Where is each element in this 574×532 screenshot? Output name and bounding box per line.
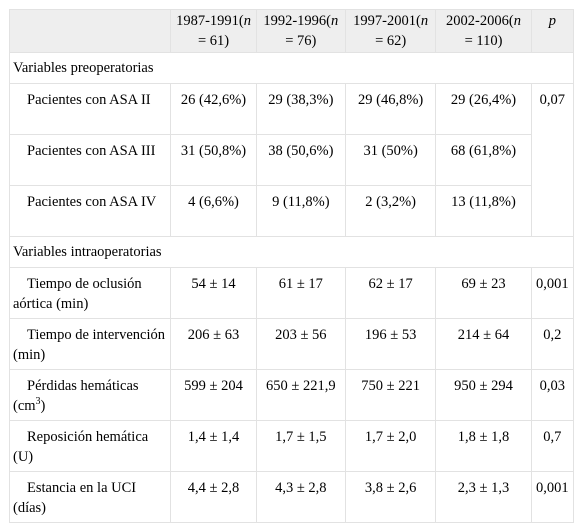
row-label: Pacientes con ASA II bbox=[8, 83, 172, 135]
cell-value: 2,3 ± 1,3 bbox=[435, 471, 532, 523]
row-label: Tiempo de oclusión aórtica (min) bbox=[8, 267, 172, 319]
cell-value: 29 (46,8%) bbox=[344, 83, 437, 135]
cell-value: 3,8 ± 2,6 bbox=[344, 471, 437, 523]
cell-value: 1,4 ± 1,4 bbox=[170, 420, 257, 472]
header-period-3: 1997-2001(n = 62) bbox=[344, 9, 437, 53]
cell-value: 26 (42,6%) bbox=[170, 83, 257, 135]
cell-value: 4,4 ± 2,8 bbox=[170, 471, 257, 523]
cell-value: 68 (61,8%) bbox=[435, 134, 532, 186]
cell-value: 1,7 ± 2,0 bbox=[344, 420, 437, 472]
section-row: Variables intraoperatorias bbox=[9, 236, 574, 268]
cell-value: 2 (3,2%) bbox=[344, 185, 437, 237]
cell-value: 4,3 ± 2,8 bbox=[255, 471, 346, 523]
cell-value: 29 (26,4%) bbox=[435, 83, 532, 135]
header-row: 1987-1991(n = 61) 1992-1996(n = 76) 1997… bbox=[8, 9, 574, 53]
cell-value: 750 ± 221 bbox=[344, 369, 437, 421]
header-period-2: 1992-1996(n = 76) bbox=[255, 9, 346, 53]
p-value: 0,001 bbox=[530, 267, 574, 319]
cell-value: 650 ± 221,9 bbox=[255, 369, 346, 421]
superscript: 3 bbox=[35, 396, 41, 408]
table-row: Pérdidas hemáticas (cm3) 599 ± 204 650 ±… bbox=[8, 369, 574, 421]
cell-value: 61 ± 17 bbox=[255, 267, 346, 319]
cell-value: 13 (11,8%) bbox=[435, 185, 532, 237]
cell-value: 31 (50%) bbox=[344, 134, 437, 186]
cell-value: 54 ± 14 bbox=[170, 267, 257, 319]
cell-value: 214 ± 64 bbox=[435, 318, 532, 370]
cell-value: 4 (6,6%) bbox=[170, 185, 257, 237]
cell-value: 203 ± 56 bbox=[255, 318, 346, 370]
table-row: Tiempo de intervención (min) 206 ± 63 20… bbox=[8, 318, 574, 370]
cell-value: 1,8 ± 1,8 bbox=[435, 420, 532, 472]
cell-value: 69 ± 23 bbox=[435, 267, 532, 319]
cell-value: 196 ± 53 bbox=[344, 318, 437, 370]
p-value: 0,07 bbox=[530, 83, 574, 237]
table-row: Pacientes con ASA IV 4 (6,6%) 9 (11,8%) … bbox=[8, 185, 574, 237]
cell-value: 9 (11,8%) bbox=[255, 185, 346, 237]
p-value: 0,001 bbox=[530, 471, 574, 523]
cell-value: 950 ± 294 bbox=[435, 369, 532, 421]
table-row: Reposición hemática (U) 1,4 ± 1,4 1,7 ± … bbox=[8, 420, 574, 472]
header-p: p bbox=[530, 9, 574, 53]
p-value: 0,7 bbox=[530, 420, 574, 472]
header-empty bbox=[8, 9, 172, 53]
row-label: Estancia en la UCI (días) bbox=[8, 471, 172, 523]
cell-value: 31 (50,8%) bbox=[170, 134, 257, 186]
table-row: Estancia en la UCI (días) 4,4 ± 2,8 4,3 … bbox=[8, 471, 574, 523]
table-row: Tiempo de oclusión aórtica (min) 54 ± 14… bbox=[8, 267, 574, 319]
cell-value: 1,7 ± 1,5 bbox=[255, 420, 346, 472]
row-label: Reposición hemática (U) bbox=[8, 420, 172, 472]
cell-value: 29 (38,3%) bbox=[255, 83, 346, 135]
header-period-1: 1987-1991(n = 61) bbox=[170, 9, 257, 53]
cell-value: 38 (50,6%) bbox=[255, 134, 346, 186]
row-label: Tiempo de intervención (min) bbox=[8, 318, 172, 370]
cell-value: 62 ± 17 bbox=[344, 267, 437, 319]
section-title: Variables intraoperatorias bbox=[9, 236, 574, 268]
cell-value: 206 ± 63 bbox=[170, 318, 257, 370]
p-value: 0,2 bbox=[530, 318, 574, 370]
row-label: Pérdidas hemáticas (cm3) bbox=[8, 369, 172, 421]
table-row: Pacientes con ASA II 26 (42,6%) 29 (38,3… bbox=[8, 83, 574, 237]
p-value: 0,03 bbox=[530, 369, 574, 421]
section-title: Variables preoperatorias bbox=[9, 52, 574, 84]
data-table: 1987-1991(n = 61) 1992-1996(n = 76) 1997… bbox=[8, 9, 574, 523]
row-label: Pacientes con ASA III bbox=[8, 134, 172, 186]
table-row: Pacientes con ASA III 31 (50,8%) 38 (50,… bbox=[8, 134, 574, 186]
row-label: Pacientes con ASA IV bbox=[8, 185, 172, 237]
section-row: Variables preoperatorias bbox=[9, 52, 574, 84]
header-period-4: 2002-2006(n = 110) bbox=[435, 9, 532, 53]
cell-value: 599 ± 204 bbox=[170, 369, 257, 421]
